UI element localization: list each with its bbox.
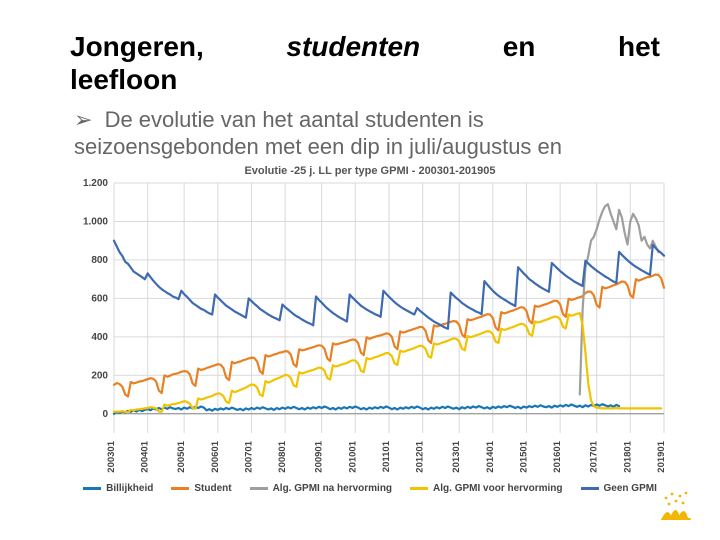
svg-text:201201: 201201	[415, 440, 426, 472]
bullet-content: De evolutie van het aantal studenten is …	[74, 107, 562, 160]
svg-text:201501: 201501	[519, 440, 530, 472]
svg-text:200601: 200601	[210, 440, 221, 472]
legend-label: Alg. GPMI na hervorming	[273, 483, 392, 494]
brand-logo-icon	[658, 488, 694, 524]
line-chart: 0 200 400 600 800 1.000 1.200 200301 200401 20050…	[70, 179, 670, 479]
legend-label: Alg. GPMI voor hervorming	[433, 483, 562, 494]
svg-text:201101: 201101	[381, 440, 392, 472]
svg-text:200901: 200901	[314, 440, 325, 472]
chart-legend: Billijkheid Student Alg. GPMI na hervormin…	[70, 483, 670, 494]
svg-text:201301: 201301	[451, 440, 462, 472]
legend-item: Student	[171, 483, 231, 494]
legend-swatch	[171, 487, 189, 490]
svg-text:200: 200	[91, 370, 108, 381]
bullet-arrow-icon: ➢	[74, 107, 92, 132]
slide-root: Jongeren, studenten en het leefloon ➢ De…	[0, 0, 720, 540]
chart-title: Evolutie -25 j. LL per type GPMI - 20030…	[70, 165, 670, 177]
legend-item: Alg. GPMI voor hervorming	[410, 483, 562, 494]
title-word-2: studenten	[286, 30, 420, 64]
svg-text:1.000: 1.000	[83, 216, 108, 227]
svg-text:201801: 201801	[622, 440, 633, 472]
svg-text:1.200: 1.200	[83, 179, 108, 189]
subtitle: leefloon	[70, 64, 660, 96]
svg-text:200801: 200801	[277, 440, 288, 472]
title-word-1: Jongeren,	[70, 30, 204, 64]
svg-text:200401: 200401	[140, 440, 151, 472]
legend-swatch	[250, 487, 268, 490]
svg-text:200701: 200701	[244, 440, 255, 472]
bullet-text: ➢ De evolutie van het aantal studenten i…	[70, 106, 660, 161]
svg-text:201701: 201701	[589, 440, 600, 472]
legend-swatch	[410, 487, 428, 490]
svg-text:201401: 201401	[485, 440, 496, 472]
svg-text:200301: 200301	[106, 440, 117, 472]
svg-text:201001: 201001	[347, 440, 358, 472]
svg-text:201901: 201901	[656, 440, 667, 472]
legend-label: Student	[194, 483, 231, 494]
legend-item: Alg. GPMI na hervorming	[250, 483, 392, 494]
legend-label: Geen GPMI	[604, 483, 657, 494]
svg-text:600: 600	[91, 293, 108, 304]
svg-text:800: 800	[91, 255, 108, 266]
svg-text:201601: 201601	[552, 440, 563, 472]
legend-label: Billijkheid	[106, 483, 153, 494]
legend-swatch	[581, 487, 599, 490]
title-word-4: het	[618, 30, 660, 64]
svg-text:400: 400	[91, 332, 108, 343]
svg-text:0: 0	[102, 409, 108, 420]
legend-swatch	[83, 487, 101, 490]
legend-item: Billijkheid	[83, 483, 153, 494]
chart-container: Evolutie -25 j. LL per type GPMI - 20030…	[70, 165, 670, 505]
title-row: Jongeren, studenten en het	[70, 30, 660, 64]
svg-text:200501: 200501	[176, 440, 187, 472]
title-word-3: en	[503, 30, 536, 64]
legend-item: Geen GPMI	[581, 483, 657, 494]
